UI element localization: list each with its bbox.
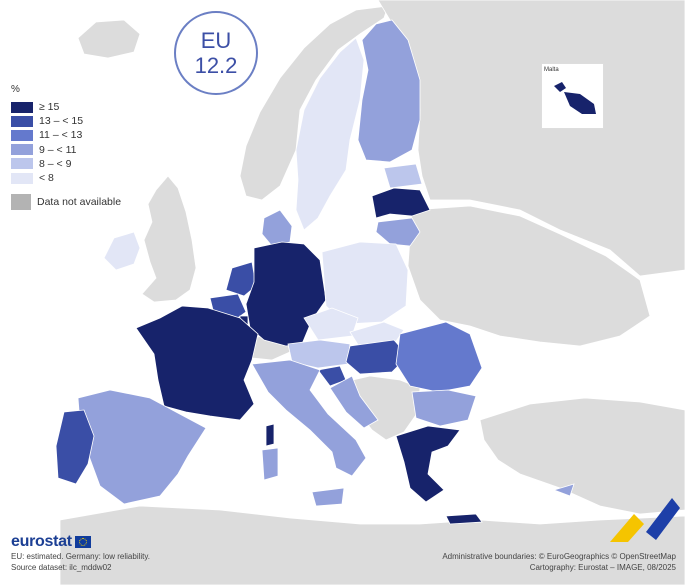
country-malta: [554, 82, 566, 92]
eurostat-logo: eurostat: [11, 533, 91, 551]
footer-cartography: Cartography: Eurostat – IMAGE, 08/2025: [529, 563, 676, 572]
badge-label: EU: [200, 28, 232, 53]
legend: % ≥ 15 13 – < 15 11 – < 13 9 – < 11 8 – …: [11, 84, 122, 211]
legend-item: 8 – < 9: [11, 157, 121, 171]
country-sweden: [295, 37, 365, 231]
legend-label: 9 – < 11: [39, 143, 77, 156]
country-bulgaria: [411, 389, 477, 427]
country-czechia: [303, 307, 359, 341]
logo-blue-chevron: [646, 498, 680, 540]
eu-countries: [55, 19, 575, 525]
eu-flag-icon: [74, 536, 91, 548]
eu-average-badge: EU 12.2: [174, 11, 258, 95]
legend-item: ≥ 15: [11, 100, 121, 114]
country-crete: [445, 513, 483, 525]
malta-inset: Malta: [541, 63, 604, 129]
legend-swatch: [11, 158, 33, 170]
country-netherlands: [225, 261, 257, 297]
legend-item: 9 – < 11: [11, 143, 121, 157]
country-romania: [395, 321, 483, 393]
logo-yellow-chevron: [610, 514, 644, 542]
legend-swatch: [11, 144, 33, 156]
legend-item: 11 – < 13: [11, 128, 121, 142]
legend-unit: %: [11, 84, 20, 95]
legend-swatch: [11, 115, 33, 127]
legend-swatch: [11, 172, 33, 184]
country-sicily: [311, 487, 345, 507]
country-malta-main: [564, 92, 596, 114]
malta-map: [554, 82, 596, 114]
legend-swatch: [11, 129, 33, 141]
country-ireland: [103, 231, 141, 271]
country-hungary: [345, 339, 409, 375]
legend-item-not-available: Data not available: [11, 194, 122, 211]
footer-boundaries: Administrative boundaries: © EuroGeograp…: [442, 552, 676, 561]
legend-swatch: [11, 101, 33, 113]
country-latvia: [371, 187, 431, 219]
country-finland: [357, 19, 421, 163]
country-greece: [395, 425, 461, 503]
eurostat-corner-logo: [610, 498, 680, 542]
legend-swatch: [11, 194, 31, 211]
non-eu-areas: [59, 0, 685, 585]
legend-item: < 8: [11, 171, 121, 185]
legend-label: Data not available: [37, 196, 122, 209]
footer-note: EU: estimated. Germany: low reliability.: [11, 552, 151, 561]
badge-value: 12.2: [194, 53, 238, 78]
country-france: [135, 305, 259, 421]
inset-title: Malta: [544, 67, 559, 73]
country-sardinia: [261, 447, 279, 481]
footer-credits: Administrative boundaries: © EuroGeograp…: [442, 551, 676, 573]
legend-label: 11 – < 13: [39, 129, 83, 142]
brand-name: eurostat: [11, 533, 72, 550]
country-estonia: [383, 163, 423, 189]
country-denmark: [261, 209, 293, 247]
footer-notes: EU: estimated. Germany: low reliability.…: [11, 551, 150, 573]
non-eu-north-africa: [59, 505, 685, 585]
country-croatia: [329, 375, 379, 429]
country-lithuania: [375, 217, 421, 247]
legend-label: ≥ 15: [39, 101, 60, 114]
non-eu-uk: [141, 175, 197, 303]
legend-label: 13 – < 15: [39, 115, 84, 128]
country-portugal: [55, 409, 95, 485]
country-cyprus: [552, 483, 575, 497]
legend-label: < 8: [39, 172, 54, 185]
legend-item: 13 – < 15: [11, 114, 121, 128]
non-eu-norway: [239, 5, 389, 201]
legend-label: 8 – < 9: [39, 157, 72, 170]
non-eu-greenland-iceland: [77, 19, 141, 59]
footer-source: Source dataset: ilc_mddw02: [11, 563, 112, 572]
country-corsica: [265, 423, 275, 447]
country-italy: [251, 359, 367, 477]
non-eu-turkey: [479, 397, 685, 515]
non-eu-belarus-ukraine: [407, 205, 651, 347]
